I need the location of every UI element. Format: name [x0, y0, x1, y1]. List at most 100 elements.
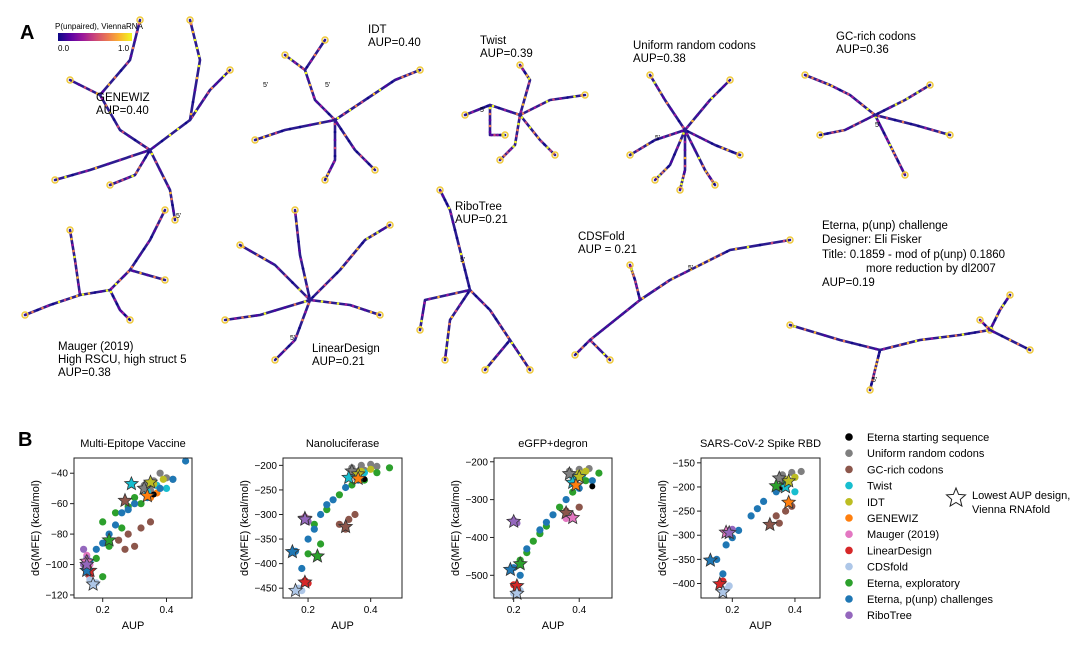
nucleotide-dot	[656, 86, 659, 89]
nucleotide-dot	[287, 344, 291, 348]
nucleotide-dot	[134, 259, 138, 263]
nucleotide-dot	[498, 323, 502, 327]
nucleotide-dot	[455, 291, 458, 295]
nucleotide-dot	[888, 106, 892, 109]
nucleotide-dot	[1001, 304, 1005, 307]
nucleotide-dot	[679, 139, 682, 142]
nucleotide-dot	[894, 155, 898, 159]
y-tick-label: −400	[254, 559, 277, 570]
nucleotide-dot	[127, 134, 131, 138]
nucleotide-dot	[455, 236, 459, 240]
nucleotide-dot	[1005, 298, 1009, 301]
nucleotide-dot	[681, 125, 685, 129]
nucleotide-dot	[836, 130, 839, 133]
nucleotide-dot	[198, 103, 202, 107]
hairpin-loop	[136, 16, 144, 24]
nucleotide-dot	[168, 133, 172, 137]
nucleotide-dot	[602, 352, 606, 356]
nucleotide-dot	[214, 82, 218, 86]
nucleotide-dot	[156, 223, 159, 227]
nucleotide-dot	[83, 86, 87, 89]
nucleotide-dot	[130, 154, 134, 158]
label-genewiz-aup: AUP=0.40	[96, 105, 149, 117]
nucleotide-dot	[838, 88, 842, 92]
hairpin-loop	[291, 206, 299, 214]
nucleotide-dot	[716, 144, 719, 148]
nucleotide-dot	[363, 308, 367, 312]
helix-stem	[818, 113, 877, 137]
hairpin-loop	[626, 151, 634, 159]
nucleotide-dot	[906, 341, 910, 345]
data-point	[146, 518, 155, 526]
star-marker	[780, 494, 797, 509]
structure-sketch: 5'	[786, 291, 1034, 394]
nucleotide-dot	[132, 269, 135, 273]
star-marker	[509, 585, 525, 600]
nucleotide-dot	[333, 154, 337, 158]
nucleotide-dot	[308, 123, 312, 127]
data-point	[317, 540, 325, 548]
hairpin-loop	[51, 176, 59, 184]
star-marker	[512, 555, 528, 571]
x-axis-label: AUP	[542, 620, 565, 632]
nucleotide-dot	[422, 307, 425, 311]
nucleotide-dot	[142, 150, 146, 154]
nucleotide-dot	[898, 163, 902, 167]
hairpin-loop	[251, 136, 259, 144]
data-point	[304, 535, 312, 543]
nucleotide-dot	[277, 267, 280, 270]
nucleotide-dot	[396, 77, 399, 81]
nucleotide-dot	[826, 132, 829, 135]
nucleotide-dot	[166, 184, 170, 188]
star-marker	[79, 562, 95, 578]
nucleotide-dot	[532, 131, 536, 134]
nucleotide-dot	[987, 327, 991, 331]
nucleotide-dot	[191, 30, 195, 34]
nucleotide-dot	[637, 292, 640, 296]
helix-stem	[108, 148, 152, 187]
y-axis-label: dG(MFE) (kcal/mol)	[239, 480, 251, 576]
legend-label: Mauger (2019)	[867, 529, 939, 541]
plot-frame	[700, 457, 821, 599]
nucleotide-dot	[142, 247, 146, 251]
nucleotide-dot	[127, 317, 131, 321]
nucleotide-dot	[195, 76, 199, 80]
nucleotide-dot	[734, 247, 738, 251]
nucleotide-dot	[351, 253, 354, 257]
legend-item: Mauger (2019)	[845, 529, 939, 541]
nucleotide-dot	[880, 127, 884, 131]
nucleotide-dot	[488, 130, 492, 134]
nucleotide-dot	[917, 124, 920, 128]
nucleotide-dot	[111, 294, 115, 298]
nucleotide-dot	[109, 290, 113, 294]
hairpin-loop	[221, 316, 229, 324]
nucleotide-dot	[85, 169, 88, 173]
hairpin-loop	[866, 386, 874, 394]
data-point	[118, 524, 126, 532]
nucleotide-dot	[594, 344, 598, 348]
nucleotide-dot	[51, 302, 55, 306]
star-marker	[762, 516, 778, 532]
helix-stem	[333, 118, 377, 172]
nucleotide-dot	[248, 315, 251, 318]
nucleotide-dot	[332, 160, 336, 164]
nucleotide-dot	[496, 353, 499, 357]
data-point	[588, 477, 596, 485]
nucleotide-dot	[509, 148, 512, 151]
nucleotide-dot	[100, 97, 104, 100]
nucleotide-dot	[758, 243, 762, 247]
chart-title: SARS-CoV-2 Spike RBD	[700, 438, 821, 450]
nucleotide-dot	[710, 96, 714, 100]
nucleotide-dot	[651, 140, 654, 143]
nucleotide-dot	[336, 116, 340, 120]
nucleotide-dot	[882, 131, 886, 135]
nucleotide-dot	[295, 222, 298, 225]
hairpin-loop	[711, 181, 719, 189]
nucleotide-dot	[696, 113, 699, 117]
nucleotide-dot	[293, 303, 297, 306]
nucleotide-dot	[876, 119, 880, 123]
data-point	[722, 541, 730, 549]
nucleotide-dot	[714, 92, 718, 96]
hairpin-loop	[646, 71, 654, 79]
nucleotide-dot	[490, 133, 493, 137]
